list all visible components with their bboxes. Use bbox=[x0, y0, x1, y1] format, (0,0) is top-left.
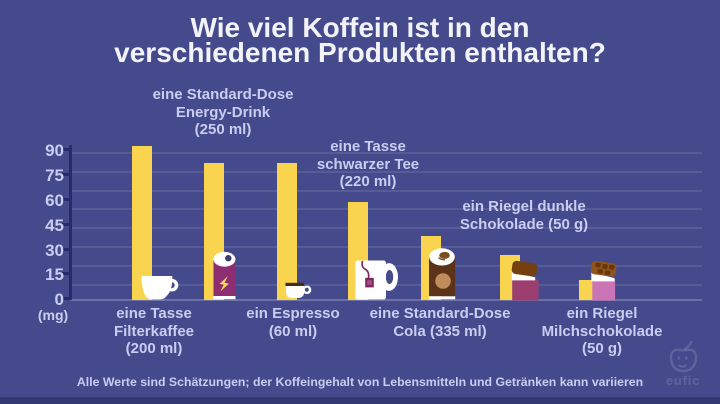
svg-text:eufic: eufic bbox=[666, 373, 700, 388]
